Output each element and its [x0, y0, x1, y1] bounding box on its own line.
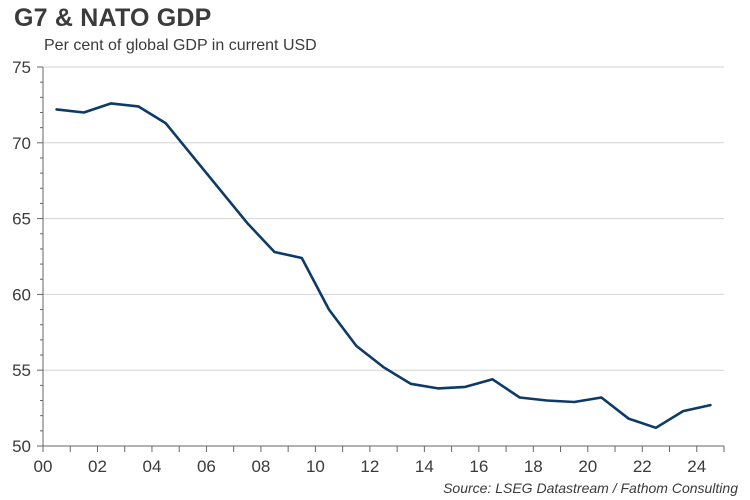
- series-line: [55, 102, 712, 430]
- x-tick-label: 12: [360, 457, 379, 476]
- y-tick-label: 55: [12, 361, 31, 380]
- x-tick-label: 04: [142, 457, 161, 476]
- x-tick-label: 02: [88, 457, 107, 476]
- x-tick-label: 06: [197, 457, 216, 476]
- x-tick-label: 16: [469, 457, 488, 476]
- x-tick-label: 20: [578, 457, 597, 476]
- axes: [37, 66, 725, 452]
- y-tick-label: 75: [12, 58, 31, 77]
- chart-subtitle: Per cent of global GDP in current USD: [44, 37, 317, 54]
- x-tick-label: 14: [415, 457, 434, 476]
- series-layer: [55, 102, 712, 430]
- y-tick-label: 60: [12, 285, 31, 304]
- x-tick-label: 24: [687, 457, 706, 476]
- x-tick-label: 08: [251, 457, 270, 476]
- gridlines: [43, 66, 724, 371]
- source-note: Source: LSEG Datastream / Fathom Consult…: [443, 480, 738, 496]
- x-tick-label: 00: [34, 457, 53, 476]
- x-tick-label: 10: [306, 457, 325, 476]
- x-tick-label: 18: [524, 457, 543, 476]
- y-tick-label: 50: [12, 437, 31, 456]
- tick-labels: 50 55 60 65 70 75 00 02 04 06 08 10 12 14 16 18 20 22 24: [12, 58, 706, 476]
- y-tick-label: 65: [12, 210, 31, 229]
- y-tick-label: 70: [12, 134, 31, 153]
- chart-title: G7 & NATO GDP: [14, 4, 212, 32]
- x-tick-label: 22: [633, 457, 652, 476]
